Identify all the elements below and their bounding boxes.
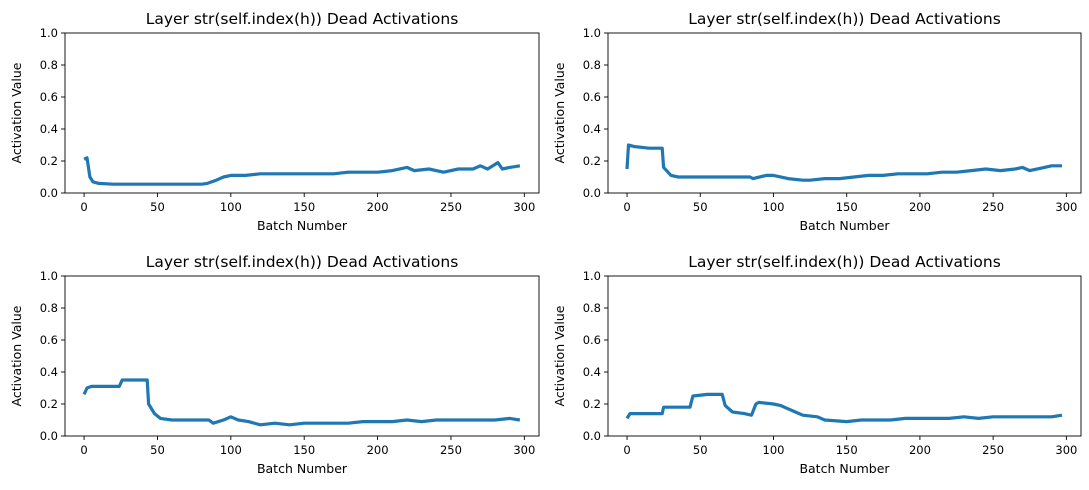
y-tick-label: 0.4 <box>583 122 601 136</box>
x-tick-label: 200 <box>909 200 931 214</box>
x-tick-label: 300 <box>1055 443 1077 457</box>
y-tick-label: 0.0 <box>40 186 58 200</box>
axes-frame <box>607 32 1082 194</box>
x-tick-label: 250 <box>440 200 462 214</box>
x-tick-label: 300 <box>513 200 535 214</box>
x-tick-label: 50 <box>693 200 708 214</box>
subplot-2: 0 50 100 150 200 250 300 0.0 0.2 0.4 0.6 0.8 1.0 Laye… <box>552 10 1082 233</box>
y-tick-label: 1.0 <box>583 269 601 283</box>
x-tick-label: 150 <box>293 443 315 457</box>
axes-frame <box>607 275 1082 437</box>
subplot-4: 0 50 100 150 200 250 300 0.0 0.2 0.4 0.6 0.8 1.0 Laye… <box>552 253 1082 476</box>
series-line-1 <box>83 156 521 186</box>
y-tick-label: 0.2 <box>40 154 58 168</box>
x-tick-label: 250 <box>440 443 462 457</box>
y-axis-label: Activation Value <box>9 305 24 406</box>
x-tick-label: 300 <box>1055 200 1077 214</box>
y-tick-label: 0.4 <box>40 122 58 136</box>
series-line-1 <box>82 378 521 427</box>
y-tick-label: 0.8 <box>40 58 58 72</box>
y-tick-label: 0.2 <box>583 154 601 168</box>
x-tick-label: 100 <box>220 200 242 214</box>
x-tick-label: 0 <box>80 200 87 214</box>
axes-frame <box>64 275 540 437</box>
x-tick-label: 250 <box>982 443 1004 457</box>
x-tick-label: 200 <box>367 200 389 214</box>
y-tick-label: 1.0 <box>583 26 601 40</box>
y-tick-label: 0.4 <box>40 365 58 379</box>
y-tick-label: 0.0 <box>583 186 601 200</box>
x-tick-label: 50 <box>150 200 165 214</box>
x-tick-label: 200 <box>367 443 389 457</box>
x-tick-label: 0 <box>623 443 630 457</box>
x-axis-label: Batch Number <box>257 461 348 476</box>
y-tick-label: 0.2 <box>583 397 601 411</box>
chart-title: Layer str(self.index(h)) Dead Activation… <box>688 253 1001 271</box>
chart-title: Layer str(self.index(h)) Dead Activation… <box>146 253 459 271</box>
x-tick-label: 150 <box>836 443 858 457</box>
series-line-1 <box>625 143 1062 182</box>
x-tick-label: 100 <box>763 443 785 457</box>
y-tick-label: 0.0 <box>583 429 601 443</box>
x-tick-label: 150 <box>836 200 858 214</box>
x-tick-label: 0 <box>80 443 87 457</box>
y-axis-label: Activation Value <box>9 62 24 163</box>
x-tick-label: 100 <box>220 443 242 457</box>
y-tick-label: 1.0 <box>40 26 58 40</box>
y-tick-label: 1.0 <box>40 269 58 283</box>
x-tick-label: 300 <box>513 443 535 457</box>
x-axis-label: Batch Number <box>799 461 890 476</box>
chart-title: Layer str(self.index(h)) Dead Activation… <box>146 10 459 28</box>
x-tick-label: 250 <box>982 200 1004 214</box>
subplot-3: 0 50 100 150 200 250 300 0.0 0.2 0.4 0.6 0.8 1.0 Laye… <box>9 253 540 476</box>
x-tick-label: 100 <box>763 200 785 214</box>
chart-title: Layer str(self.index(h)) Dead Activation… <box>688 10 1001 28</box>
x-tick-label: 0 <box>623 200 630 214</box>
y-axis-label: Activation Value <box>552 305 567 406</box>
x-axis-label: Batch Number <box>257 218 348 233</box>
series-line-1 <box>625 392 1063 424</box>
y-tick-label: 0.8 <box>40 301 58 315</box>
x-tick-label: 50 <box>150 443 165 457</box>
y-tick-label: 0.6 <box>583 333 601 347</box>
y-tick-label: 0.6 <box>583 90 601 104</box>
subplot-1: 0 50 100 150 200 250 300 0.0 0.2 0.4 0.6 0.8 1.0 Laye… <box>9 10 540 233</box>
x-tick-label: 150 <box>293 200 315 214</box>
x-tick-label: 50 <box>693 443 708 457</box>
y-tick-label: 0.0 <box>40 429 58 443</box>
x-axis-label: Batch Number <box>799 218 890 233</box>
x-tick-label: 200 <box>909 443 931 457</box>
y-tick-label: 0.6 <box>40 90 58 104</box>
y-tick-label: 0.8 <box>583 301 601 315</box>
y-tick-label: 0.6 <box>40 333 58 347</box>
axes-frame <box>64 32 540 194</box>
y-tick-label: 0.8 <box>583 58 601 72</box>
y-axis-label: Activation Value <box>552 62 567 163</box>
y-tick-label: 0.4 <box>583 365 601 379</box>
y-tick-label: 0.2 <box>40 397 58 411</box>
